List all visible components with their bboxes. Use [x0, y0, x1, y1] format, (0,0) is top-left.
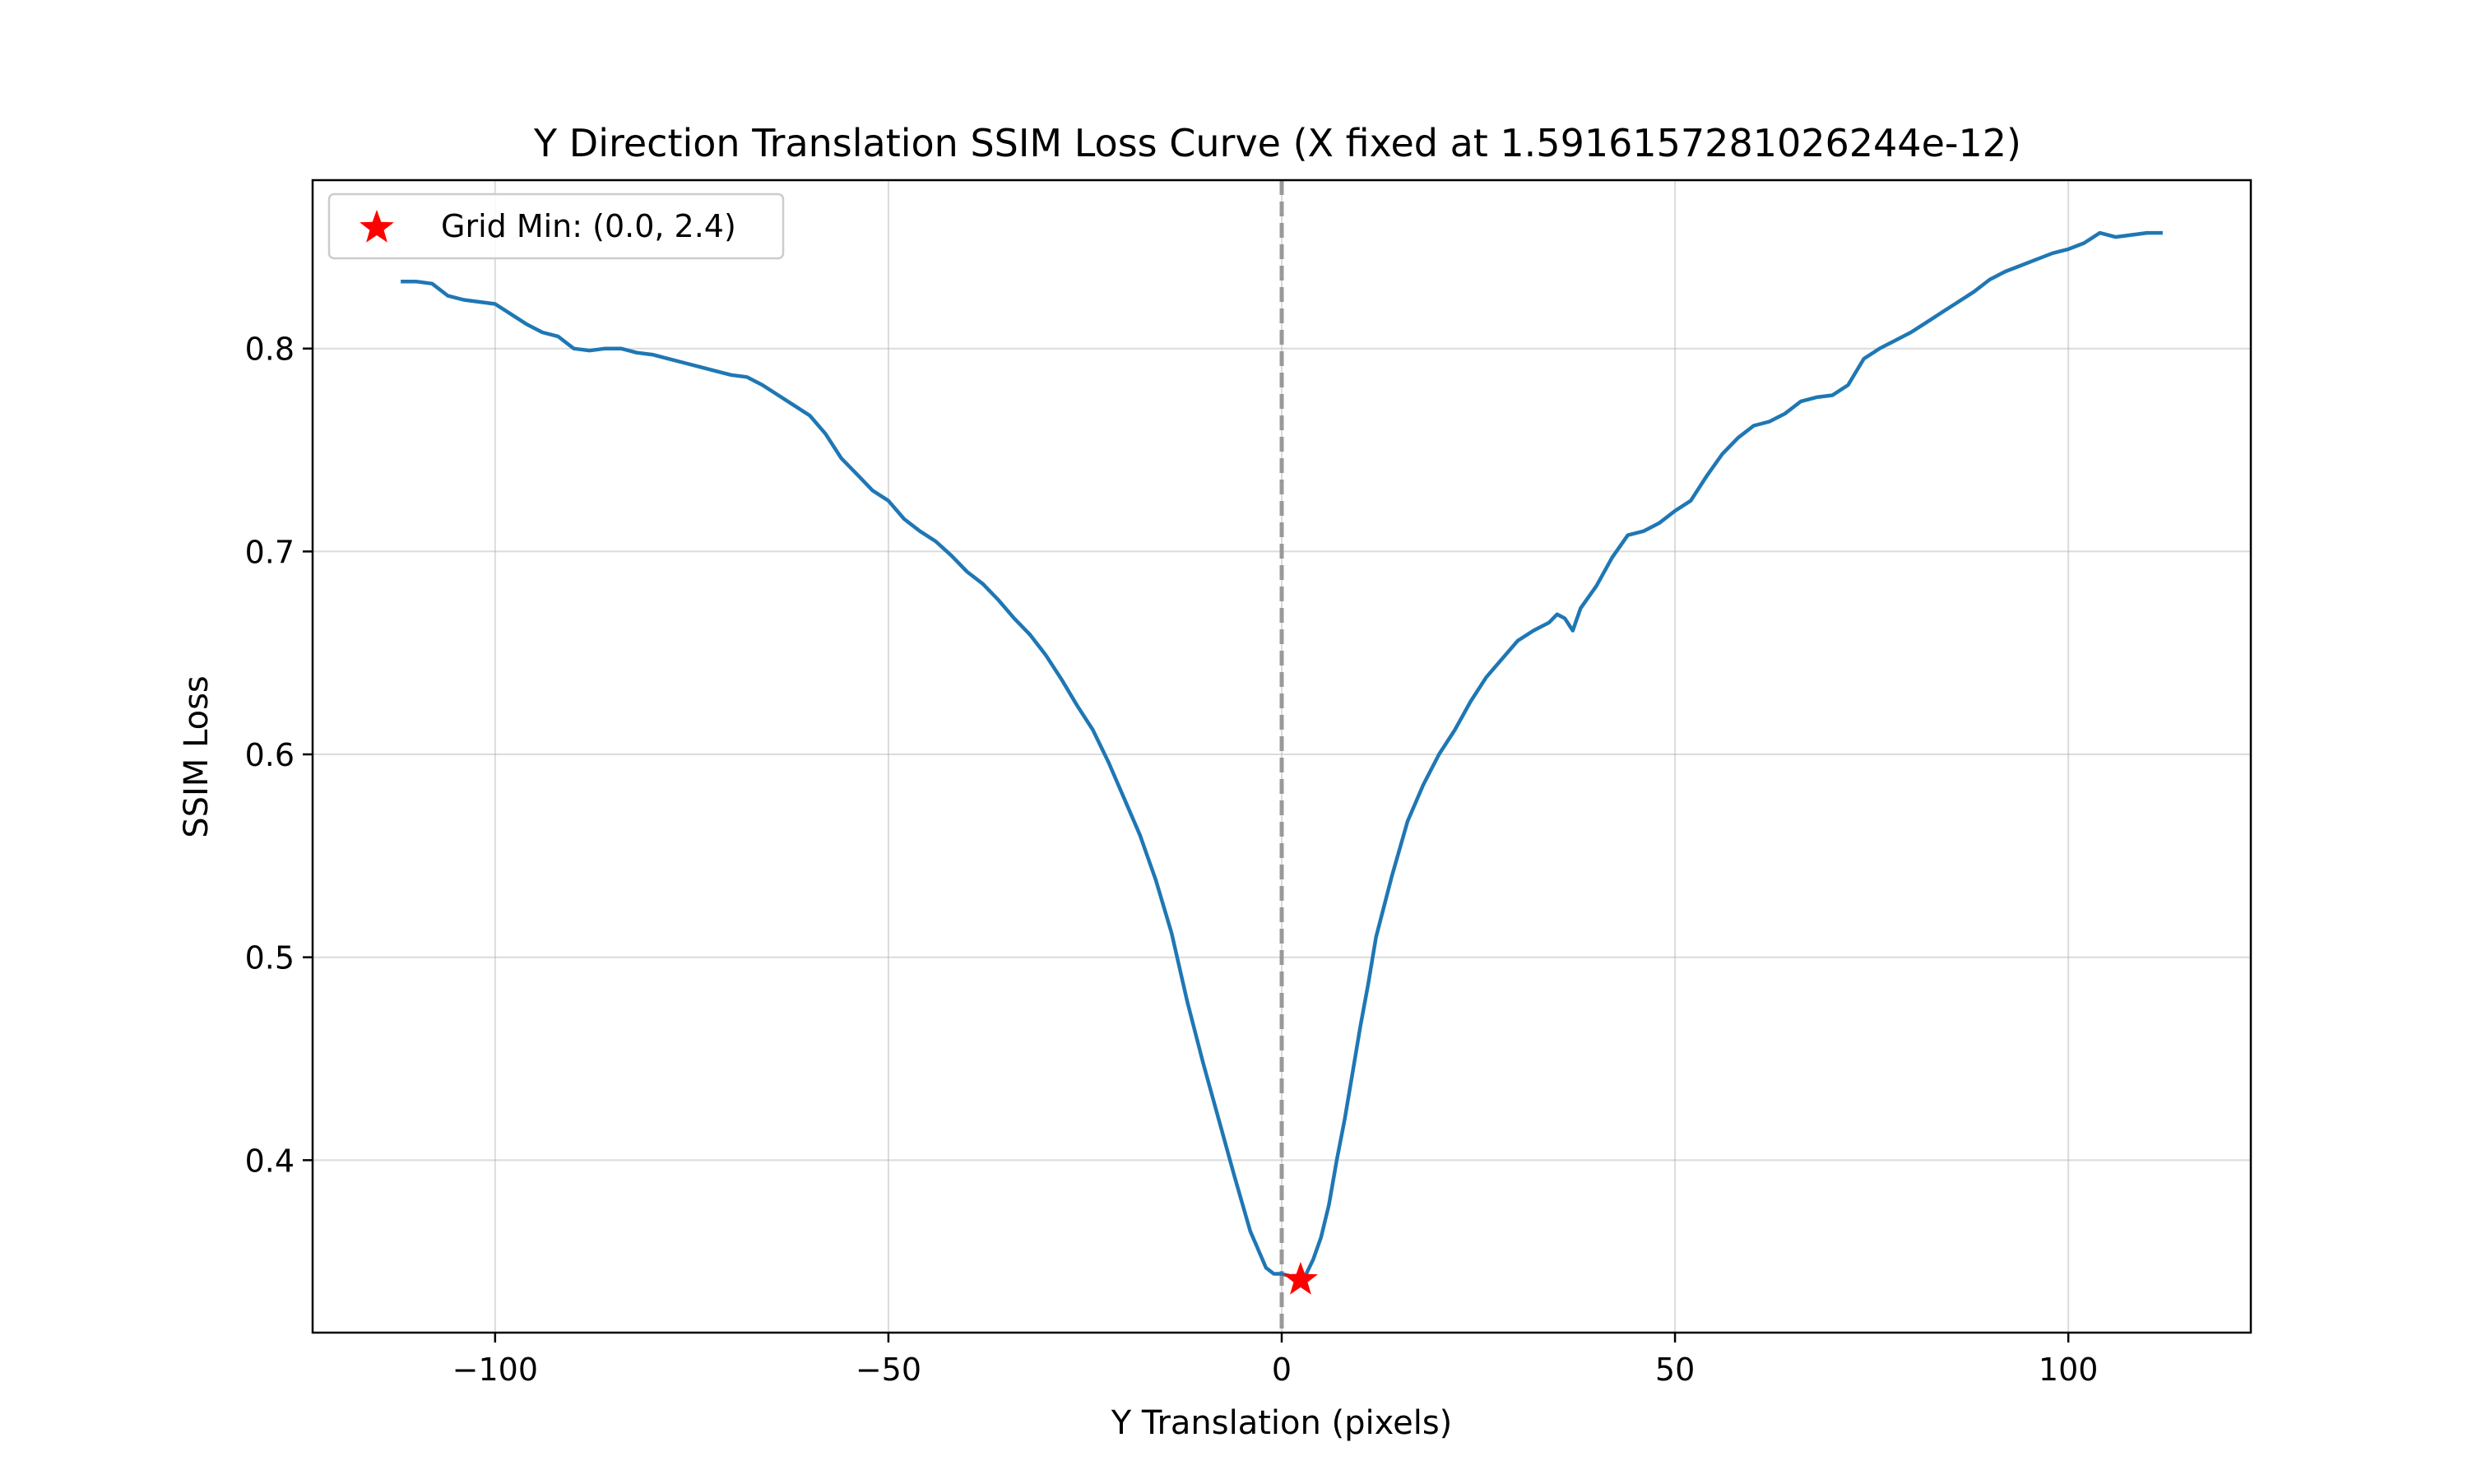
legend-star-icon [360, 210, 394, 243]
y-tick-label: 0.6 [245, 737, 295, 773]
legend-box [327, 192, 785, 260]
y-tick-label: 0.7 [245, 534, 295, 570]
x-tick-label: 100 [2039, 1352, 2099, 1388]
y-tick-label: 0.5 [245, 940, 295, 976]
chart-title: Y Direction Translation SSIM Loss Curve … [533, 121, 2021, 165]
x-tick-label: −50 [856, 1352, 921, 1388]
legend-label: Grid Min: (0.0, 2.4) [441, 208, 736, 244]
y-axis-ticks: 0.4 0.5 0.6 0.7 0.8 [245, 332, 313, 1179]
y-tick-label: 0.4 [245, 1143, 295, 1179]
y-tick-label: 0.8 [245, 332, 295, 368]
legend: Grid Min: (0.0, 2.4) [327, 192, 785, 260]
min-point-star-marker [1283, 1261, 1318, 1295]
gridlines [313, 180, 2251, 1333]
x-tick-label: −100 [452, 1352, 538, 1388]
x-tick-label: 0 [1272, 1352, 1292, 1388]
y-axis-label: SSIM Loss [178, 675, 216, 838]
x-tick-label: 50 [1655, 1352, 1695, 1388]
x-axis-label: Y Translation (pixels) [1111, 1404, 1453, 1442]
x-axis-ticks: −100 −50 0 50 100 [452, 1333, 2099, 1388]
